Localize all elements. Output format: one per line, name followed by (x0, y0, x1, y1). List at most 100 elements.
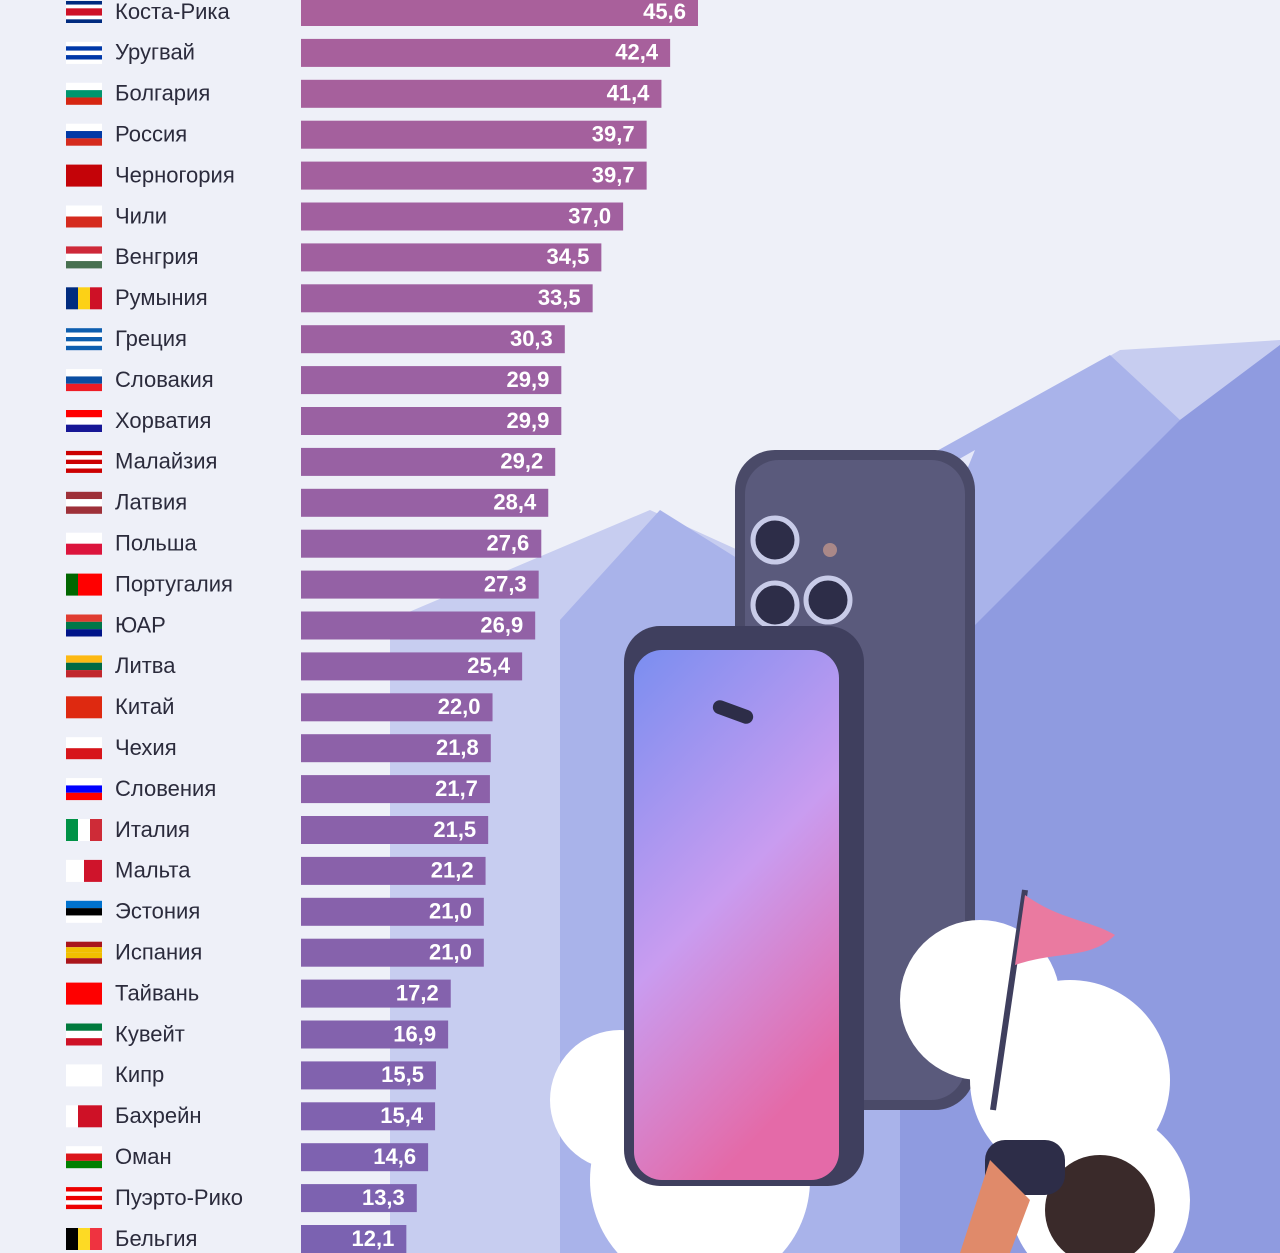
flag-stripe (66, 621, 102, 630)
flag-stripe (66, 253, 102, 262)
bar (301, 38, 671, 67)
flag-stripe (66, 1146, 102, 1154)
flag-stripe (66, 15, 102, 20)
flag-stripe (78, 287, 90, 310)
flag-stripe (66, 915, 102, 923)
flag-stripe (66, 1187, 102, 1192)
flag-stripe (66, 216, 102, 228)
category-label: Бельгия (115, 1226, 197, 1251)
flag-stripe (66, 1228, 78, 1250)
value-label: 15,5 (381, 1062, 424, 1087)
flag-stripe (66, 369, 102, 377)
flag-stripe (66, 506, 102, 514)
bar (301, 693, 493, 722)
flag-stripe (66, 1204, 102, 1210)
flag-stripe (66, 450, 102, 456)
value-label: 21,5 (433, 817, 476, 842)
category-label: Болгария (115, 81, 210, 106)
flag-stripe (66, 792, 102, 801)
value-label: 15,4 (380, 1103, 424, 1128)
category-label: Коста-Рика (115, 0, 231, 24)
bar (301, 1184, 417, 1213)
flag-stripe (90, 819, 102, 841)
flag-stripe (66, 341, 102, 346)
flag-stripe (66, 261, 102, 269)
flag-stripe (66, 123, 102, 132)
value-label: 27,3 (484, 571, 527, 596)
flag-stripe (66, 958, 102, 964)
bar (301, 0, 698, 26)
flag-stripe (66, 748, 102, 760)
illustration (390, 340, 1280, 1253)
value-label: 39,7 (592, 162, 635, 187)
flag-stripe (66, 376, 102, 384)
bar (301, 816, 489, 844)
bar (301, 202, 624, 231)
bars: Коста-Рика 45,6 Уругвай 42,4 Болгария 41,4 Рос… (66, 0, 698, 1253)
flag-stripe (66, 1160, 102, 1169)
value-label: 41,4 (607, 81, 651, 106)
bar (301, 79, 662, 108)
category-label: Кипр (115, 1062, 164, 1087)
flag-stripe (66, 952, 102, 959)
value-label: 39,7 (592, 122, 635, 147)
value-label: 33,5 (538, 285, 581, 310)
flag-stripe (66, 819, 78, 841)
category-label: Уругвай (115, 40, 195, 65)
flag-stripe (66, 459, 102, 465)
category-label: Польша (115, 531, 198, 556)
flag-stripe (66, 737, 102, 749)
flag-stripe (66, 50, 102, 56)
flag-stripe (66, 8, 102, 12)
value-label: 21,8 (436, 735, 479, 760)
bar (301, 1102, 436, 1131)
flag-stripe (78, 1105, 90, 1128)
flag-stripe (66, 383, 102, 392)
flag-stripe (66, 138, 102, 146)
flag-stripe (66, 59, 102, 64)
flag-stripe (66, 1200, 102, 1205)
flag-stripe (90, 1228, 102, 1250)
value-label: 21,0 (429, 940, 472, 965)
flag-stripe (66, 90, 102, 98)
bar (301, 775, 490, 804)
value-label: 16,9 (393, 1021, 436, 1046)
flag-stripe (66, 1, 102, 5)
flag-stripe (90, 1105, 102, 1128)
value-label: 14,6 (373, 1144, 416, 1169)
flag-stripe (66, 859, 84, 882)
flag-stripe (66, 908, 102, 916)
bar (301, 611, 536, 640)
flag-stripe (66, 410, 102, 418)
bar (301, 366, 562, 395)
bar (301, 897, 484, 926)
value-label: 28,4 (493, 490, 537, 515)
value-label: 30,3 (510, 326, 553, 351)
category-label: Словения (115, 776, 216, 801)
flag-stripe (66, 1195, 102, 1201)
flag-stripe (66, 543, 102, 555)
bar (301, 243, 602, 272)
bar (301, 161, 647, 190)
value-label: 29,9 (506, 367, 549, 392)
category-label: Испания (115, 940, 202, 965)
flag-stripe (90, 573, 102, 596)
flag-stripe (78, 1228, 90, 1250)
category-label: Румыния (115, 285, 208, 310)
bar (301, 652, 523, 681)
category-label: Черногория (115, 162, 235, 187)
flag-stripe (66, 164, 102, 187)
flag-stripe (90, 287, 102, 310)
flag-stripe (66, 1023, 102, 1031)
category-label: Чехия (115, 735, 177, 760)
category-label: Эстония (115, 899, 200, 924)
flag-stripe (66, 424, 102, 432)
flag-stripe (66, 246, 102, 254)
category-label: Кувейт (115, 1021, 185, 1046)
value-label: 21,0 (429, 899, 472, 924)
category-label: Бахрейн (115, 1103, 202, 1128)
bar (301, 284, 593, 313)
category-label: Чили (115, 203, 167, 228)
